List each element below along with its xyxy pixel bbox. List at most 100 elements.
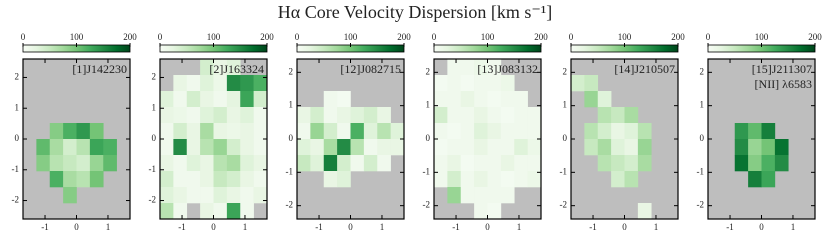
pixel: [186, 155, 201, 172]
pixel: [514, 107, 528, 124]
x-tick-label: 0: [211, 222, 216, 232]
pixel: [213, 107, 228, 124]
panel-label: [14]J210507: [614, 62, 675, 76]
pixel: [748, 155, 762, 172]
pixel: [447, 171, 462, 188]
pixel: [434, 75, 448, 92]
pixel: [487, 107, 502, 124]
y-tick-label: 2: [700, 66, 705, 76]
pixel: [527, 107, 542, 124]
y-tick-label: -2: [423, 200, 431, 210]
pixel: [253, 75, 268, 92]
pixel: [474, 91, 488, 108]
pixel: [213, 187, 228, 204]
pixel: [160, 171, 174, 188]
pixel: [350, 123, 365, 140]
pixel: [474, 203, 488, 220]
pixel: [500, 75, 515, 92]
pixel: [500, 187, 515, 204]
pixel: [597, 107, 612, 124]
y-tick-label: -1: [12, 164, 20, 174]
panel: -1 0 1 -2 -1 0 1 2 [12]J082715 0 100 200: [286, 32, 412, 232]
y-tick-label: -2: [697, 200, 705, 210]
pixel: [297, 155, 311, 172]
pixel: [500, 139, 515, 156]
pixel: [173, 139, 188, 156]
panel-label: [13]J083132: [477, 62, 538, 76]
pixel: [487, 91, 502, 108]
pixel: [213, 91, 228, 108]
pixel: [377, 155, 391, 172]
pixel: [253, 171, 268, 188]
pixel: [474, 187, 488, 204]
pixel: [213, 155, 228, 172]
pixel: [226, 187, 241, 204]
pixel: [474, 139, 488, 156]
pixel: [337, 139, 351, 156]
pixel: [611, 155, 625, 172]
pixel: [337, 91, 351, 108]
pixel: [584, 75, 599, 92]
panel: -1 0 1 -2 -1 0 1 2 [13]J083132 0 100 200: [423, 32, 549, 232]
panel: -1 0 1 -2 -1 0 1 2 [1]J142230 0 100 200: [12, 32, 138, 232]
pixel: [460, 75, 475, 92]
pixel: [460, 139, 475, 156]
pixel: [253, 187, 268, 204]
colorbar-tick-label: 0: [569, 32, 574, 42]
pixel: [474, 107, 488, 124]
panel: -1 0 1 -2 -1 0 1 2 [15]J211307[NII] λ6583 0 100 200: [697, 32, 823, 232]
pixel: [226, 203, 241, 220]
pixel: [297, 139, 311, 156]
pixel: [434, 123, 448, 140]
pixel: [337, 123, 351, 140]
pixel: [160, 139, 174, 156]
x-tick-label: 1: [517, 222, 522, 232]
pixel: [240, 139, 254, 156]
pixel: [76, 171, 91, 188]
colorbar-tick-label: 100: [207, 32, 221, 42]
pixel: [434, 155, 448, 172]
pixel: [447, 123, 462, 140]
pixel: [434, 91, 448, 108]
pixel: [624, 171, 639, 188]
pixel: [89, 139, 104, 156]
y-tick-label: -1: [423, 166, 431, 176]
y-tick-label: 2: [152, 72, 157, 82]
colorbar-tick-label: 200: [397, 32, 411, 42]
colorbar-tick-label: 200: [260, 32, 274, 42]
y-tick-label: 0: [15, 133, 20, 143]
pixel: [160, 91, 174, 108]
pixel: [487, 171, 502, 188]
pixel: [160, 187, 174, 204]
panel: -1 0 1 -2 -1 0 1 2 [2]J163324 0 100 200: [149, 32, 275, 232]
colorbar-tick-label: 100: [481, 32, 495, 42]
pixel: [514, 91, 528, 108]
pixel: [186, 91, 201, 108]
pixel: [103, 155, 117, 172]
pixel: [226, 171, 241, 188]
pixel: [447, 59, 462, 76]
y-tick-label: 2: [426, 66, 431, 76]
pixel: [734, 123, 749, 140]
pixel: [487, 59, 502, 76]
pixel: [200, 91, 214, 108]
figure-title: Hα Core Velocity Dispersion [km s⁻¹]: [278, 2, 552, 22]
pixel: [734, 139, 749, 156]
pixel: [173, 123, 188, 140]
pixel: [584, 91, 599, 108]
pixel: [460, 59, 475, 76]
pixel: [434, 139, 448, 156]
pixel: [76, 139, 91, 156]
pixel: [474, 59, 488, 76]
pixel: [487, 123, 502, 140]
pixel: [460, 187, 475, 204]
colorbar-tick-label: 200: [808, 32, 822, 42]
pixel: [49, 123, 64, 140]
pixel: [363, 123, 378, 140]
pixel: [514, 123, 528, 140]
y-tick-label: 0: [700, 133, 705, 143]
pixel: [240, 155, 254, 172]
pixel: [89, 171, 104, 188]
pixel: [390, 123, 405, 140]
pixel: [226, 75, 241, 92]
